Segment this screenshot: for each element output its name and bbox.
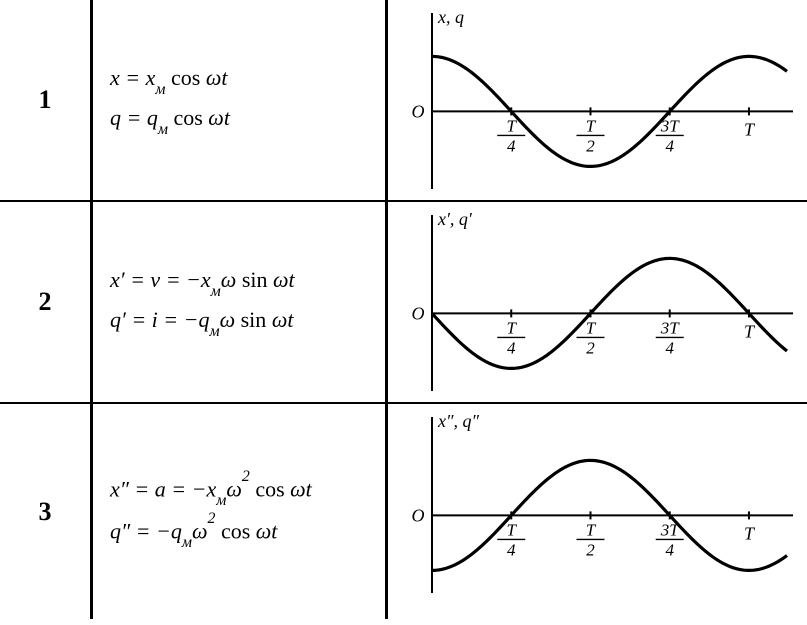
equation-line: q″ = −qмω2 cos ωt (110, 517, 387, 549)
svg-text:T: T (586, 318, 597, 337)
row-number: 2 (0, 202, 90, 402)
row-3: 3x″ = a = −xмω2 cos ωtq″ = −qмω2 cos ωt … (0, 404, 807, 619)
svg-text:2: 2 (586, 338, 595, 357)
svg-text:4: 4 (665, 136, 674, 155)
equation-line: q′ = i = −qмω sin ωt (110, 307, 387, 337)
svg-text:T: T (507, 520, 518, 539)
svg-text:2: 2 (586, 136, 595, 155)
wave-plot: x, q O T4T23T4T (397, 5, 797, 195)
svg-text:T: T (744, 119, 756, 139)
svg-text:T: T (586, 116, 597, 135)
y-axis-label: x′, q′ (437, 209, 473, 229)
row-1: 1 x = xм cos ωt q = qм cos ωt x, q O T4T23… (0, 0, 807, 202)
equation-line: x′ = v = −xмω sin ωt (110, 267, 387, 297)
oscillation-table: { "rows": [ { "num": "1", "eq": [ "x = x… (0, 0, 807, 625)
vertical-rule (90, 0, 93, 200)
y-axis-label: x, q (437, 7, 464, 27)
rows-container: 1x = xм cos ωtq = qм cos ωt x, q O T4T23… (0, 0, 807, 619)
equations: x = xм cos ωt q = qм cos ωt (110, 0, 387, 200)
origin-label: O (412, 505, 425, 525)
vertical-rule (90, 202, 93, 402)
svg-text:T: T (507, 318, 518, 337)
svg-text:4: 4 (665, 540, 674, 559)
svg-text:T: T (744, 321, 756, 341)
svg-text:4: 4 (665, 338, 674, 357)
svg-text:T: T (744, 523, 756, 543)
equation-line: q = qм cos ωt (110, 105, 387, 135)
row-number: 3 (0, 404, 90, 619)
equations: x′ = v = −xмω sin ωt q′ = i = −qмω sin ωt (110, 202, 387, 402)
origin-label: O (412, 303, 425, 323)
wave-plot: x″, q″ O T4T23T4T (397, 409, 797, 599)
svg-text:4: 4 (507, 540, 516, 559)
vertical-rule (90, 404, 93, 619)
y-axis-label: x″, q″ (437, 411, 479, 431)
equations: x″ = a = −xмω2 cos ωt q″ = −qмω2 cos ωt (110, 404, 387, 619)
wave-plot: x′, q′ O T4T23T4T (397, 207, 797, 397)
origin-label: O (412, 101, 425, 121)
row-number: 1 (0, 0, 90, 200)
svg-text:3T: 3T (660, 318, 681, 337)
svg-text:4: 4 (507, 338, 516, 357)
svg-text:T: T (507, 116, 518, 135)
equation-line: x″ = a = −xмω2 cos ωt (110, 475, 387, 507)
equation-line: x = xм cos ωt (110, 65, 387, 95)
svg-text:4: 4 (507, 136, 516, 155)
svg-text:2: 2 (586, 540, 595, 559)
svg-text:T: T (586, 520, 597, 539)
row-2: 2 x′ = v = −xмω sin ωt q′ = i = −qмω sin ω… (0, 202, 807, 404)
